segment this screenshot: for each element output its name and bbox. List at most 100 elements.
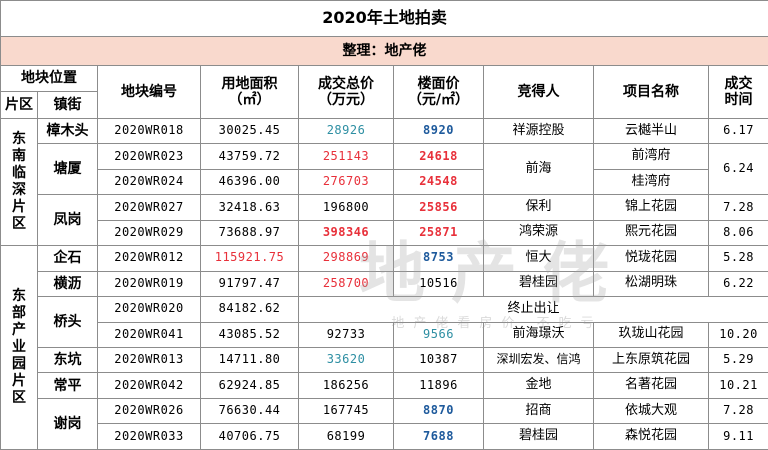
town-zhangmutou: 樟木头 [37,117,98,145]
floor-price-cell: 11896 [393,372,484,399]
plot-code-cell: 2020WR029 [97,219,201,247]
town-qiaotou: 桥头 [37,296,98,349]
project-cell: 悦珑花园 [593,245,709,272]
zone-southeast-char: 区 [12,215,26,232]
total-price-cell: 196800 [298,194,394,221]
land-area-cell: 91797.47 [200,270,299,298]
header-deal-time: 成交 时间 [707,64,768,119]
header-plot-code: 地块编号 [97,64,201,119]
project-cell: 依城大观 [593,397,709,425]
header-floor-price: 楼面价 （元/㎡） [393,64,484,119]
plot-code-cell: 2020WR019 [97,270,201,298]
header-total-price-line2: （万元） [318,91,374,108]
land-area-cell: 30025.45 [200,117,299,145]
land-area-cell: 46396.00 [200,168,299,196]
floor-price-cell: 8753 [393,245,484,272]
project-cell: 前湾府 [593,143,709,170]
land-area-cell: 14711.80 [200,347,299,374]
winner-cell: 鸿荣源 [483,219,594,247]
total-price-cell: 28926 [298,117,394,145]
floor-price-cell: 8920 [393,117,484,145]
town-xiegang: 谢岗 [37,397,98,450]
project-cell: 玖珑山花园 [593,321,709,349]
deal-date-cell: 10.20 [707,321,768,349]
plot-code-cell: 2020WR026 [97,397,201,425]
deal-date-cell: 6.17 [707,117,768,145]
floor-price-cell: 8870 [393,397,484,425]
floor-price-cell: 24618 [393,143,484,170]
plot-code-cell: 2020WR024 [97,168,201,196]
header-land-area-line1: 用地面积 [221,75,278,92]
floor-price-cell: 24548 [393,168,484,196]
header-area-zone: 片区 [0,91,38,119]
winner-cell: 深圳宏发、信鸿 [483,347,594,374]
project-cell: 云樾半山 [593,117,709,145]
total-price-cell: 167745 [298,397,394,425]
header-land-area: 用地面积 （㎡） [200,64,299,119]
winner-cell: 招商 [483,397,594,425]
total-price-cell: 398346 [298,219,394,247]
deal-date-cell: 5.28 [707,245,768,272]
town-tangxia: 塘厦 [37,143,98,196]
deal-date-cell: 9.11 [707,423,768,450]
page-title: 2020年土地拍卖 [0,0,768,38]
header-deal-time-line1: 成交 [724,75,753,92]
plot-code-cell: 2020WR041 [97,321,201,349]
total-price-cell: 251143 [298,143,394,170]
winner-cell: 祥源控股 [483,117,594,145]
winner-cell: 保利 [483,194,594,221]
zone-east-char: 业 [12,339,26,356]
town-fenggang: 凤岗 [37,194,98,247]
town-dongkeng: 东坑 [37,347,98,374]
termination-status-cell: 终止出让 [297,296,768,323]
land-area-cell: 84182.62 [200,296,299,323]
floor-price-cell: 9566 [393,321,484,349]
organizer-line: 整理：地产佬 [0,36,768,66]
zone-east-char: 部 [12,305,26,322]
zone-east-char: 产 [12,322,26,339]
town-changping: 常平 [37,372,98,399]
zone-east-char: 区 [12,390,26,407]
plot-code-cell: 2020WR027 [97,194,201,221]
deal-date-cell: 10.21 [707,372,768,399]
floor-price-cell: 7688 [393,423,484,450]
floor-price-cell: 10387 [393,347,484,374]
zone-southeast-char: 临 [12,164,26,181]
zone-east-char: 园 [12,356,26,373]
deal-date-cell: 7.28 [707,397,768,425]
deal-date-cell: 7.28 [707,194,768,221]
zone-east-char: 片 [12,373,26,390]
winner-cell: 碧桂园 [483,423,594,450]
land-area-cell: 73688.97 [200,219,299,247]
project-cell: 锦上花园 [593,194,709,221]
zone-southeast: 东 南 临 深 片 区 [0,117,38,247]
land-area-cell: 76630.44 [200,397,299,425]
winner-cell: 金地 [483,372,594,399]
total-price-cell: 258700 [298,270,394,298]
zone-southeast-char: 南 [12,147,26,164]
header-winner: 竞得人 [483,64,594,119]
winner-cell: 前海璟沃 [483,321,594,349]
land-area-cell: 43759.72 [200,143,299,170]
header-floor-price-line1: 楼面价 [417,75,460,92]
header-deal-time-line2: 时间 [724,91,753,108]
zone-east-char: 东 [12,288,26,305]
project-cell: 上东原筑花园 [593,347,709,374]
floor-price-cell: 25856 [393,194,484,221]
land-area-cell: 32418.63 [200,194,299,221]
deal-date-cell: 6.24 [707,143,768,196]
plot-code-cell: 2020WR023 [97,143,201,170]
total-price-cell: 33620 [298,347,394,374]
floor-price-cell: 10516 [393,270,484,298]
plot-code-cell: 2020WR013 [97,347,201,374]
plot-code-cell: 2020WR042 [97,372,201,399]
header-town: 镇街 [37,91,98,119]
winner-cell: 前海 [483,143,594,196]
winner-cell: 碧桂园 [483,270,594,298]
plot-code-cell: 2020WR020 [97,296,201,323]
project-cell: 名著花园 [593,372,709,399]
deal-date-cell: 8.06 [707,219,768,247]
project-cell: 松湖明珠 [593,270,709,298]
town-qishi: 企石 [37,245,98,272]
